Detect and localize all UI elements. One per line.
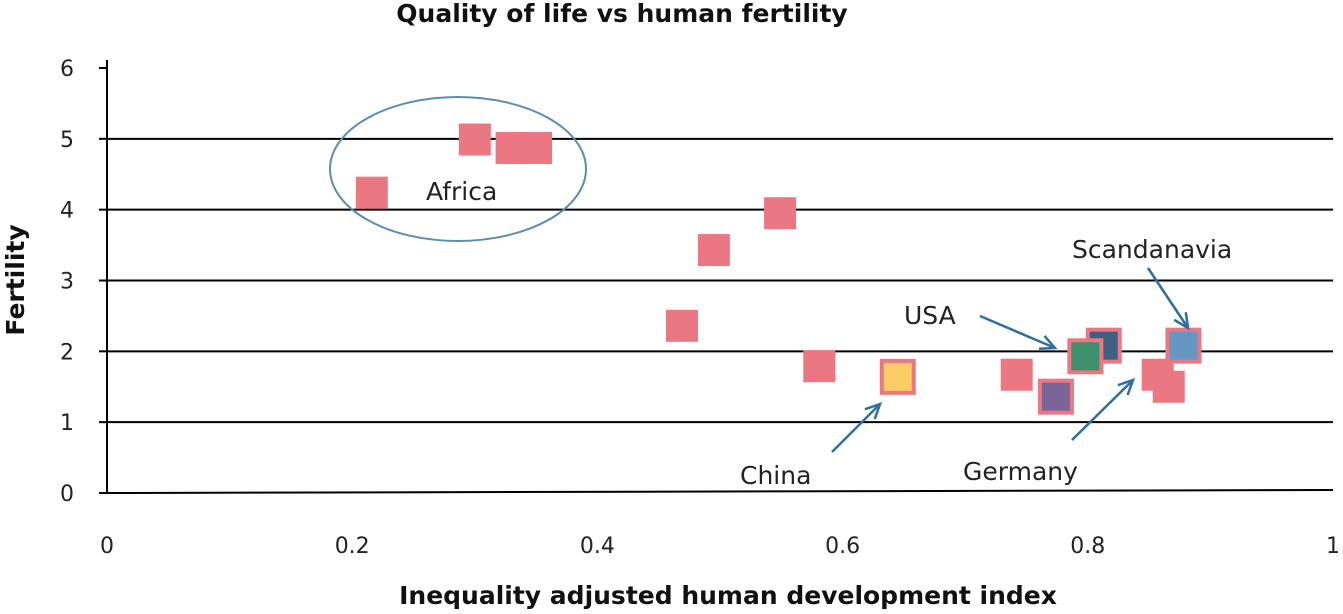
chart-title: Quality of life vs human fertility xyxy=(396,0,847,28)
usa-arrow xyxy=(979,314,1058,350)
x-axis-line xyxy=(106,489,1334,494)
scandanavia-label: Scandanavia xyxy=(1072,235,1232,264)
data-point xyxy=(458,123,491,156)
data-point-china xyxy=(879,358,916,395)
y-tick-label: 2 xyxy=(60,340,74,365)
gridlines xyxy=(99,67,1334,494)
africa-label: Africa xyxy=(426,177,497,206)
data-point xyxy=(520,132,553,165)
y-tick-label: 6 xyxy=(60,57,74,82)
germany-arrow xyxy=(1071,377,1136,441)
y-tick-label: 5 xyxy=(60,128,74,153)
data-point-scandanavia xyxy=(1165,327,1202,364)
data-point xyxy=(355,176,388,209)
y-tick-labels: 0 1 2 3 4 5 6 xyxy=(60,57,74,507)
data-point xyxy=(697,234,730,267)
annotations: Africa USA China Germany Scandanavia xyxy=(329,96,1232,490)
africa-ellipse xyxy=(329,96,587,242)
x-axis-label: Inequality adjusted human development in… xyxy=(399,581,1057,610)
x-tick-label: 0.4 xyxy=(580,534,615,559)
germany-label: Germany xyxy=(963,457,1078,486)
data-points xyxy=(355,123,1202,415)
y-tick-label: 4 xyxy=(60,199,74,224)
china-label: China xyxy=(740,461,811,490)
x-tick-labels: 0 0.2 0.4 0.6 0.8 1 xyxy=(100,534,1340,559)
scandanavia-arrow xyxy=(1146,267,1190,331)
x-tick-label: 1 xyxy=(1326,534,1340,559)
data-point-usa xyxy=(1067,338,1104,375)
data-point xyxy=(665,309,698,342)
usa-label: USA xyxy=(904,301,956,330)
data-point xyxy=(1000,358,1033,391)
data-point xyxy=(1037,378,1074,415)
x-tick-label: 0.6 xyxy=(825,534,860,559)
y-tick-label: 3 xyxy=(60,270,74,295)
y-axis-label: Fertility xyxy=(1,224,30,335)
x-tick-label: 0 xyxy=(100,534,114,559)
china-arrow xyxy=(831,401,883,453)
data-point xyxy=(764,197,797,230)
data-point xyxy=(1152,370,1185,403)
x-tick-label: 0.2 xyxy=(335,534,370,559)
y-tick-label: 0 xyxy=(60,482,74,507)
y-tick-label: 1 xyxy=(60,411,74,436)
data-point xyxy=(803,350,836,383)
x-tick-label: 0.8 xyxy=(1070,534,1105,559)
